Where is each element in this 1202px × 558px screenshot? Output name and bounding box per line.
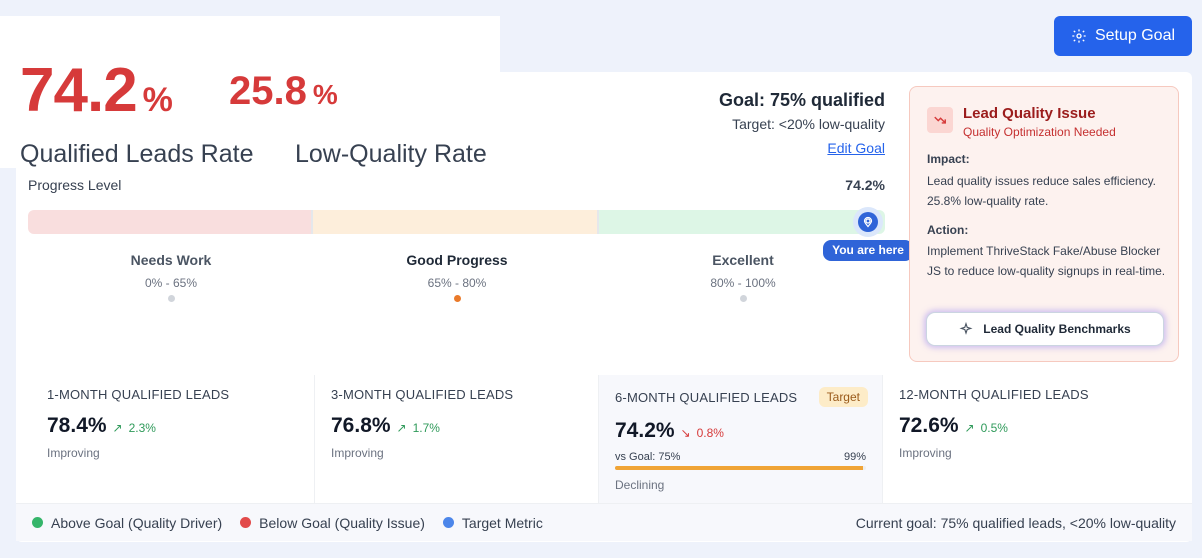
hero-panel: 74.2% 25.8% Qualified Leads Rate Low-Qua… — [0, 16, 500, 168]
metric-value: 76.8% — [331, 414, 391, 437]
metric-value: 78.4% — [47, 414, 107, 437]
trending-down-icon: ↘ — [680, 426, 691, 440]
legend-dot — [240, 517, 252, 528]
vs-goal-fill — [615, 466, 864, 470]
zone-dot — [167, 295, 175, 302]
low-quality-rate-value: 25.8% — [229, 69, 338, 113]
setup-goal-button[interactable]: Setup Goal — [1054, 16, 1192, 56]
gear-icon — [1072, 29, 1086, 43]
metric-delta: 1.7% — [412, 421, 440, 435]
metric-card-1-month[interactable]: 1-MONTH QUALIFIED LEADS 78.4% ↗ 2.3% Imp… — [31, 375, 315, 503]
location-pin-icon — [858, 212, 878, 232]
zone-dot — [739, 295, 747, 302]
lead-quality-issue-panel: Lead Quality Issue Quality Optimization … — [909, 86, 1179, 362]
legend-footer: Above Goal (Quality Driver) Below Goal (… — [16, 503, 1192, 541]
target-badge: Target — [818, 387, 868, 407]
metric-title: 1-MONTH QUALIFIED LEADS — [47, 387, 230, 402]
legend-label: Target Metric — [461, 514, 543, 531]
progress-segment-excellent — [598, 210, 885, 234]
goal-title: Goal: 75% qualified — [718, 90, 885, 110]
zone-range: 80% - 100% — [710, 276, 776, 290]
trending-down-icon — [927, 107, 953, 133]
legend-item-above-goal: Above Goal (Quality Driver) — [32, 515, 222, 531]
zone-range: 65% - 80% — [427, 276, 487, 290]
vs-goal-label: vs Goal: 75% — [615, 451, 681, 463]
metric-card-6-month[interactable]: 6-MONTH QUALIFIED LEADS Target 74.2% ↘ 0… — [599, 375, 883, 503]
impact-heading: Impact: — [927, 152, 970, 166]
current-goal-note: Current goal: 75% qualified leads, <20% … — [855, 514, 1176, 531]
goal-target: Target: <20% low-quality — [732, 116, 885, 132]
progress-segment-needs-work — [28, 210, 314, 234]
progress-level-label: Progress Level — [28, 177, 122, 193]
trending-up-icon: ↗ — [964, 421, 975, 435]
qualified-rate-value: 74.2% — [20, 56, 173, 125]
progress-marker — [853, 207, 883, 237]
metric-status: Improving — [899, 446, 952, 460]
legend-item-below-goal: Below Goal (Quality Issue) — [240, 515, 425, 531]
sparkle-icon — [959, 322, 973, 335]
metric-status: Improving — [47, 446, 100, 460]
legend-label: Above Goal (Quality Driver) — [51, 514, 223, 531]
metric-card-3-month[interactable]: 3-MONTH QUALIFIED LEADS 76.8% ↗ 1.7% Imp… — [315, 375, 599, 503]
low-quality-rate-label: Low-Quality Rate — [295, 140, 487, 168]
metrics-row: 1-MONTH QUALIFIED LEADS 78.4% ↗ 2.3% Imp… — [31, 375, 1175, 503]
qualified-rate-label: Qualified Leads Rate — [20, 140, 254, 168]
metric-delta: 2.3% — [128, 421, 156, 435]
zone-name: Excellent — [712, 252, 774, 268]
metric-title: 6-MONTH QUALIFIED LEADS — [615, 390, 798, 405]
metric-value: 74.2% — [615, 419, 675, 442]
benchmarks-label: Lead Quality Benchmarks — [983, 322, 1131, 336]
edit-goal-link[interactable]: Edit Goal — [827, 140, 885, 156]
metric-delta: 0.8% — [696, 426, 724, 440]
action-text: Implement ThriveStack Fake/Abuse Blocker… — [927, 244, 1166, 278]
metric-title: 12-MONTH QUALIFIED LEADS — [899, 387, 1089, 402]
metric-delta: 0.5% — [980, 421, 1008, 435]
issue-title: Lead Quality Issue — [963, 105, 1096, 122]
you-are-here-tag: You are here — [823, 240, 913, 261]
zone-name: Good Progress — [406, 252, 508, 268]
legend-item-target-metric: Target Metric — [442, 514, 543, 531]
legend-label: Below Goal (Quality Issue) — [259, 514, 425, 531]
metric-status: Declining — [615, 478, 665, 492]
vs-goal-row: vs Goal: 75% 99% — [615, 451, 866, 463]
metric-status: Improving — [331, 446, 384, 460]
action-heading: Action: — [927, 223, 969, 237]
trending-up-icon: ↗ — [396, 421, 407, 435]
vs-goal-percent: 99% — [843, 451, 866, 463]
zone-excellent: Excellent 80% - 100% — [643, 252, 843, 302]
issue-subtitle: Quality Optimization Needed — [963, 125, 1116, 139]
zone-needs-work: Needs Work 0% - 65% — [71, 252, 271, 302]
zone-dot-active — [453, 295, 461, 302]
lead-quality-benchmarks-button[interactable]: Lead Quality Benchmarks — [926, 312, 1164, 346]
legend-dot — [32, 517, 43, 528]
setup-goal-label: Setup Goal — [1094, 27, 1176, 44]
zone-good-progress: Good Progress 65% - 80% — [357, 252, 557, 302]
legend-dot — [442, 517, 454, 528]
progress-bar — [28, 210, 885, 234]
metric-value: 72.6% — [899, 414, 959, 437]
trending-up-icon: ↗ — [112, 421, 123, 435]
zone-range: 0% - 65% — [144, 276, 198, 290]
zone-name: Needs Work — [130, 252, 212, 268]
progress-level-value: 74.2% — [845, 177, 885, 193]
metric-title: 3-MONTH QUALIFIED LEADS — [331, 387, 514, 402]
vs-goal-bar — [615, 466, 866, 470]
impact-text: Lead quality issues reduce sales efficie… — [927, 174, 1157, 208]
progress-segment-good-progress — [313, 210, 599, 234]
metric-card-12-month[interactable]: 12-MONTH QUALIFIED LEADS 72.6% ↗ 0.5% Im… — [883, 375, 1167, 503]
